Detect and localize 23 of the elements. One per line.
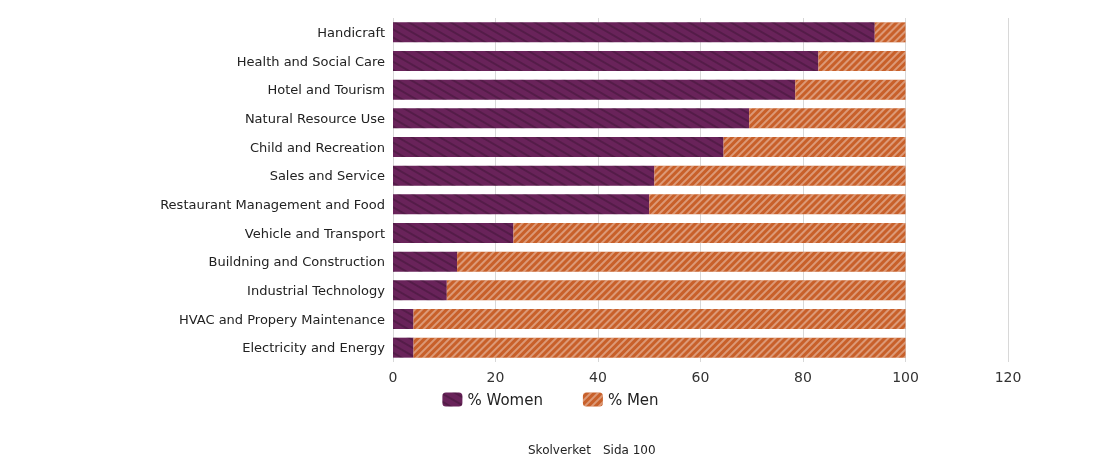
x-tick-label: 20	[486, 369, 505, 385]
text: Skolverket	[528, 443, 592, 457]
x-tick-label: 120	[994, 369, 1022, 385]
y-tick-label: Buildning and Construction	[208, 254, 385, 270]
y-tick-label: Health and Social Care	[236, 53, 385, 69]
y-tick-label: Industrial Technology	[247, 282, 386, 298]
y-tick-label: Sales and Service	[269, 168, 385, 184]
x-tick-label: 80	[794, 369, 812, 385]
x-tick-label: 0	[388, 369, 398, 385]
legend-label: % Men	[607, 390, 659, 409]
x-tick-label: 100	[892, 369, 919, 385]
x-tick-label: 60	[691, 369, 710, 385]
y-tick-label: HVAC and Propery Maintenance	[178, 311, 385, 327]
y-tick-label: Electricity and Energy	[242, 340, 386, 356]
y-tick-label: Restaurant Management and Food	[160, 196, 385, 212]
y-tick-label: Natural Resource Use	[244, 110, 385, 126]
legend-label: % Women	[467, 390, 543, 409]
y-tick-label: Vehicle and Transport	[244, 225, 385, 241]
y-tick-label: Hotel and Tourism	[267, 82, 385, 98]
x-tick-label: 40	[589, 369, 607, 385]
y-tick-label: Handicraft	[317, 24, 385, 40]
y-tick-label: Child and Recreation	[249, 139, 385, 155]
text: Sida 100	[603, 443, 656, 457]
